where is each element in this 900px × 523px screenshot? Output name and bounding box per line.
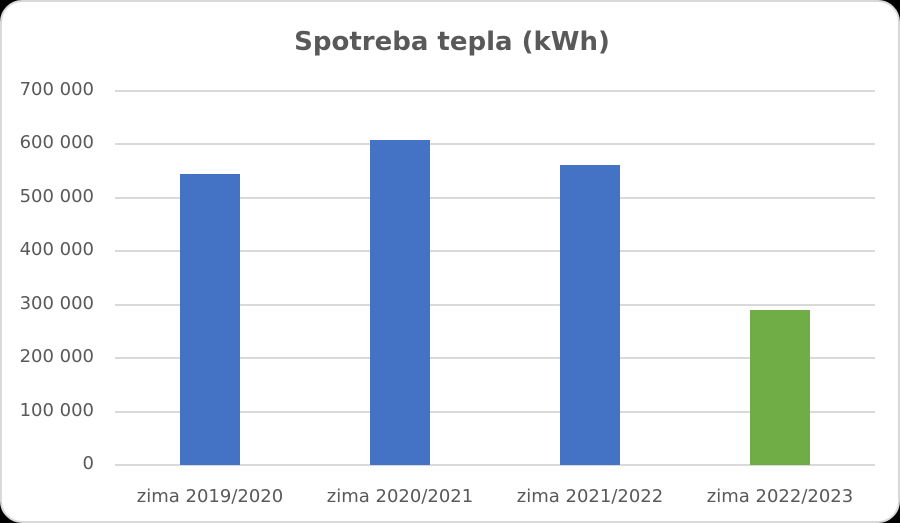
gridline: [115, 143, 875, 146]
gridline: [115, 303, 875, 306]
x-tick-label: zima 2022/2023: [706, 486, 854, 507]
bar: [750, 310, 810, 465]
y-tick-label: 400 000: [19, 239, 94, 261]
y-tick-label: 700 000: [19, 79, 94, 100]
y-tick-label: 300 000: [19, 292, 94, 314]
x-tick-label: zima 2019/2020: [136, 486, 284, 507]
bar: [560, 164, 620, 465]
y-tick-label: 500 000: [19, 185, 94, 207]
y-tick-label: 600 000: [19, 132, 94, 154]
plot-area: [115, 90, 875, 466]
gridline: [115, 410, 875, 413]
bar: [370, 140, 430, 465]
gridline: [115, 90, 875, 92]
y-tick-label: 0: [82, 453, 94, 474]
chart-title: Spotreba tepla (kWh): [294, 27, 610, 57]
gridline: [115, 357, 875, 360]
gridline: [115, 464, 875, 466]
y-tick-label: 200 000: [19, 346, 94, 368]
bar: [180, 173, 240, 465]
x-tick-label: zima 2021/2022: [516, 486, 664, 507]
gridline: [115, 196, 875, 199]
y-tick-label: 100 000: [19, 399, 94, 421]
x-tick-label: zima 2020/2021: [326, 486, 474, 507]
gridline: [115, 250, 875, 253]
